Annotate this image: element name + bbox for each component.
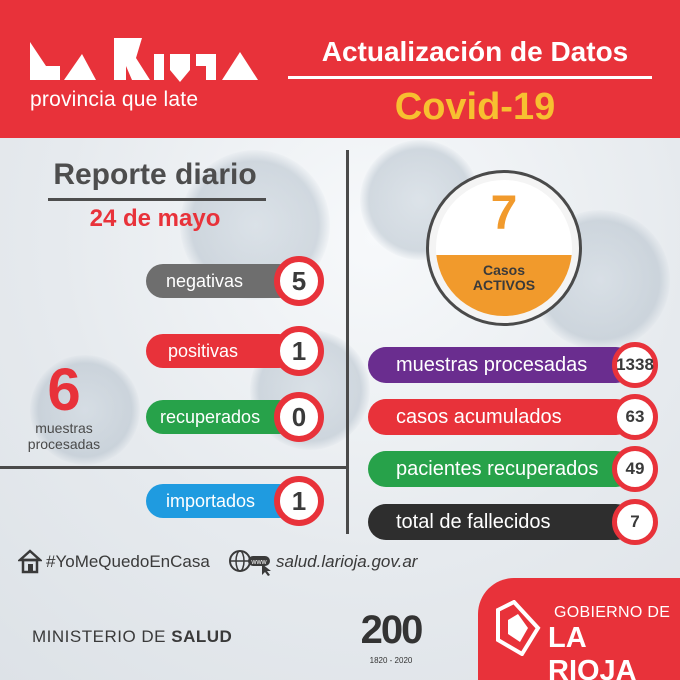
government-line2: LA RIOJA [548,622,637,680]
page-title: Actualización de Datos [321,36,629,67]
svg-text:www: www [250,559,267,566]
ministry-name: SALUD [171,627,233,646]
daily-stat-pill: negativas [146,264,296,298]
total-stat-bar: muestras procesadas [368,347,634,383]
daily-stat-label: recuperados [160,406,261,427]
active-cases-fill [436,255,572,316]
logo-tagline: provincia que late [30,88,199,111]
processed-label-line1: muestras [35,420,93,436]
header-banner: provincia que late Actualización de Dato… [0,0,680,138]
total-stat-bar: casos acumulados [368,399,634,435]
total-stat-label: total de fallecidos [396,510,551,533]
daily-stat-label: importados [166,490,256,511]
total-stat-value: 7 [612,499,658,545]
total-stat-bar: total de fallecidos [368,504,634,540]
bicentennial-years: 1820 - 2020 [369,656,413,665]
processed-label-line2: procesadas [27,436,101,452]
report-date: 24 de mayo [89,205,221,232]
daily-stat-pill: positivas [146,334,296,368]
total-stat-value: 63 [612,394,658,440]
virus-decoration [30,355,140,465]
vertical-divider [346,150,349,534]
house-icon [18,549,42,574]
hashtag-text: #YoMeQuedoEnCasa [46,552,210,571]
total-stat-label: casos acumulados [396,405,562,428]
daily-stat-value: 1 [274,326,324,376]
report-title: Reporte diario [53,158,257,191]
page-subtitle: Covid-19 [394,86,556,128]
active-cases-gauge [436,180,572,316]
daily-stat-label: negativas [166,270,244,291]
bicentennial-logo: 200 [360,608,424,652]
globe-www-icon: www [229,550,271,576]
government-line1: GOBIERNO DE [554,604,671,621]
daily-stat-pill: importados [146,484,296,518]
daily-stat-value: 0 [274,392,324,442]
website-url[interactable]: salud.larioja.gov.ar [276,552,418,571]
active-cases-label-line2: ACTIVOS [472,277,536,293]
rioja-emblem-icon [496,600,541,656]
daily-stat-pill: recuperados [146,400,296,434]
total-stat-label: muestras procesadas [396,353,588,376]
active-cases-label-line1: Casos [482,262,526,278]
horizontal-divider [0,466,349,469]
ministry-prefix: MINISTERIO DE [32,627,167,646]
processed-samples-label: muestras procesadas [14,420,114,452]
cursor-icon [262,564,271,576]
report-title-underline [48,198,266,201]
total-stat-label: pacientes recuperados [396,457,599,480]
total-stat-value: 49 [612,446,658,492]
daily-stat-value: 5 [274,256,324,306]
active-cases-count: 7 [490,187,518,240]
processed-samples-count: 6 [47,356,81,423]
daily-stat-value: 1 [274,476,324,526]
total-stat-value: 1338 [612,342,658,388]
la-rioja-logo-icon [30,38,258,82]
daily-stat-label: positivas [168,340,239,361]
title-divider [288,76,652,79]
ministry-label: MINISTERIO DE SALUD [32,627,232,647]
total-stat-bar: pacientes recuperados [368,451,634,487]
